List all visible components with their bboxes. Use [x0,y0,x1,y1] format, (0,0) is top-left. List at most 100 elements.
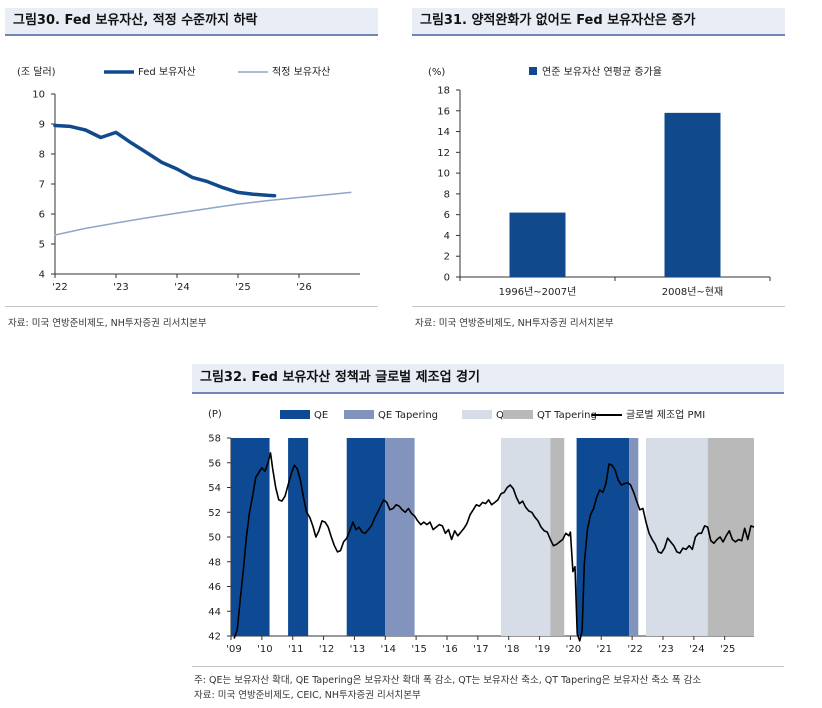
fig30-title: 그림30. Fed 보유자산, 적정 수준까지 하락 [5,8,378,34]
fig32-y-tick-label: 46 [208,582,221,593]
fig30-x-tick-label: '23 [113,282,128,293]
fig32-pmi-line [233,452,755,642]
fig30-bottom-rule [5,306,378,307]
fig32-y-tick-label: 54 [208,483,221,494]
fig32-band-qe [576,438,630,636]
fig32-chart: (P) QE QE Tapering QT QT Tapering 글로벌 제조업 PM… [208,408,755,655]
fig32-note: 주: QE는 보유자산 확대, QE Tapering은 보유자산 확대 폭 감… [194,675,702,686]
fig32-y-tick-label: 56 [208,458,221,469]
fig30-y-tick-label: 10 [32,90,45,101]
fig31-title: 그림31. 양적완화가 없어도 Fed 보유자산은 증가 [412,8,785,34]
fig32-x-tick-label: '11 [288,644,303,655]
fig32-title-rule [192,392,784,394]
fig32-x-tick-label: '20 [566,644,581,655]
fig31-bottom-rule [412,306,785,307]
fig30-ylabel: (조 달러) [17,66,56,78]
fig31-source: 자료: 미국 연방준비제도, NH투자증권 리서치본부 [415,318,614,329]
fig30-y-tick-label: 7 [39,180,45,191]
fig32-x-tick-label: '10 [257,644,272,655]
fig32-x-tick-label: '18 [504,644,519,655]
fig30-legend-label-adequate: 적정 보유자산 [272,66,330,78]
fig31-y-tick-label: 2 [444,252,450,263]
fig31-y-tick-label: 12 [437,148,450,159]
fig32-x-tick-label: '12 [319,644,334,655]
fig32-x-tick-label: '22 [627,644,642,655]
fig32-source: 자료: 미국 연방준비제도, CEIC, NH투자증권 리서치본부 [194,690,421,701]
fig32-y-tick-label: 42 [208,632,221,643]
fig30-adequate-assets-line [54,191,352,236]
fig31-x-tick-label: 2008년~현재 [662,286,723,298]
fig32-y-tick-label: 50 [208,533,221,544]
fig31-y-tick-label: 10 [437,169,450,180]
fig32-legend-swatch-qt [462,410,492,419]
fig30-y-tick-label: 9 [39,120,45,131]
fig32-band-qt [646,438,708,636]
fig32-legend-label-pmi: 글로벌 제조업 PMI [626,408,705,421]
fig32-x-tick-label: '13 [350,644,365,655]
fig32-x-tick-label: '15 [411,644,426,655]
fig32-band-qt [500,438,551,636]
fig31-legend-swatch [529,67,537,75]
fig30-chart: (조 달러) Fed 보유자산 적정 보유자산 4 5 6 7 8 9 10 '22 '23 '2… [17,66,360,293]
fig31-axes: 0 2 4 6 8 10 12 14 16 18 1996년~2007년 2008년~현재 [437,86,771,298]
fig31-legend: 연준 보유자산 연평균 증가율 [529,66,662,78]
fig32-plot [231,438,755,642]
fig30-y-tick-label: 5 [39,240,45,251]
fig32-x-tick-label: '09 [226,644,241,655]
fig32-band-qe [346,438,386,636]
fig32-y-tick-label: 44 [208,607,221,618]
fig31-y-tick-label: 8 [444,189,450,200]
fig32-band-qe [288,438,309,636]
fig32-y-tick-label: 48 [208,557,221,568]
fig30-y-tick-label: 8 [39,150,45,161]
fig32-title: 그림32. Fed 보유자산 정책과 글로벌 제조업 경기 [192,364,784,392]
fig30-x-tick-label: '22 [52,282,67,293]
fig30-plot [53,123,352,236]
fig32-legend-label-qe: QE [314,410,328,421]
fig30-source: 자료: 미국 연방준비제도, NH투자증권 리서치본부 [8,318,207,329]
fig31-bar [509,212,566,277]
fig30-y-tick-label: 4 [39,270,45,281]
fig30-y-tick-label: 6 [39,210,45,221]
fig31-ylabel: (%) [428,67,445,78]
fig30-x-tick-label: '25 [235,282,250,293]
fig32-x-tick-label: '21 [597,644,612,655]
fig32-x-tick-label: '25 [720,644,735,655]
fig32-legend: QE QE Tapering QT QT Tapering 글로벌 제조업 PMI [280,408,705,421]
fig31-y-tick-label: 6 [444,210,450,221]
fig32-band-qe [231,438,270,636]
fig32-legend-label-qt-tapering: QT Tapering [537,410,597,421]
fig31-y-tick-label: 14 [437,127,450,138]
fig30-fed-assets-line [53,123,277,198]
fig31-bar [664,112,721,277]
fig31-chart: (%) 연준 보유자산 연평균 증가율 0 2 4 6 8 10 12 14 16 18 1996년… [428,66,771,298]
fig32-x-tick-label: '16 [442,644,457,655]
fig32-x-tick-label: '23 [658,644,673,655]
fig30-legend: Fed 보유자산 적정 보유자산 [104,66,330,78]
fig30-title-rule [5,34,378,36]
fig32-band-qe-tapering [385,438,415,636]
fig31-title-rule [412,34,785,36]
fig30-x-tick-label: '26 [296,282,311,293]
fig31-y-tick-label: 16 [437,106,450,117]
fig32-band-qt-tapering [550,438,565,636]
fig32-y-tick-label: 58 [208,434,221,445]
fig30-x-tick-label: '24 [174,282,189,293]
fig32-legend-swatch-qt-tapering [503,410,533,419]
fig32-x-tick-label: '17 [473,644,488,655]
fig31-legend-label: 연준 보유자산 연평균 증가율 [542,66,662,78]
fig32-legend-label-qe-tapering: QE Tapering [378,410,438,421]
fig32-x-tick-label: '24 [689,644,704,655]
fig32-legend-swatch-qe [280,410,310,419]
fig31-y-tick-label: 0 [444,273,450,284]
fig30-legend-label-fed: Fed 보유자산 [138,66,196,78]
fig31-plot [509,112,721,277]
fig32-ylabel: (P) [208,409,222,420]
fig32-band-qe-tapering [629,438,639,636]
fig32-x-tick-label: '14 [381,644,396,655]
fig31-x-tick-label: 1996년~2007년 [499,286,577,298]
fig30-axes: 4 5 6 7 8 9 10 '22 '23 '24 '25 '26 [32,90,360,293]
fig31-y-tick-label: 4 [444,231,450,242]
fig32-legend-swatch-qe-tapering [344,410,374,419]
fig32-x-tick-label: '19 [535,644,550,655]
